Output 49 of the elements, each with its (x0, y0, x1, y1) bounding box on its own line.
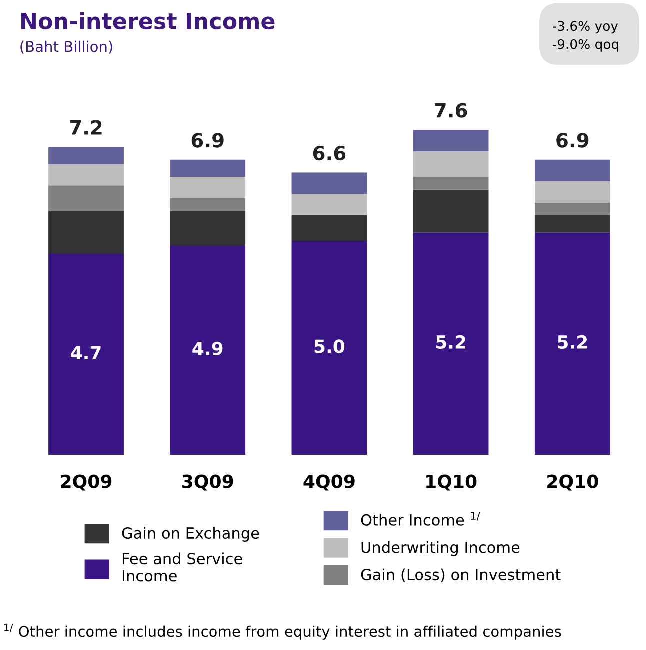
x-tick-label: 2Q10 (548, 474, 598, 491)
total-label: 7.6 (435, 103, 468, 118)
total-label: 6.6 (313, 146, 346, 161)
data-label: 4.9 (192, 342, 223, 356)
legend-label: Fee and Service Income (122, 552, 242, 582)
data-label: 5.2 (558, 335, 588, 350)
bar (48, 186, 124, 212)
bar (292, 216, 368, 242)
bar (534, 202, 610, 216)
bar (534, 232, 610, 455)
bar (413, 151, 489, 178)
total-label: 6.9 (556, 133, 589, 148)
legend-label: Underwriting Income (362, 541, 520, 556)
data-label: 4.7 (71, 346, 101, 360)
total-label: 6.9 (192, 133, 224, 148)
bar (413, 232, 489, 455)
bar (292, 241, 368, 455)
bar (292, 172, 368, 194)
text: -3.6% yoy (552, 21, 618, 34)
legend-label: Gain on Exchange (122, 527, 260, 542)
x-tick-label: 1Q10 (426, 474, 477, 491)
data-label: 5.0 (314, 340, 345, 354)
legend-label: Other Income $^{1/}$ (361, 512, 480, 526)
bar (170, 211, 246, 246)
bar (534, 216, 610, 233)
bar (413, 190, 489, 233)
x-tick-label: 3Q09 (182, 474, 234, 491)
bar (48, 211, 124, 254)
bar (48, 254, 124, 455)
total-label: 7.2 (70, 120, 102, 135)
bar (413, 177, 489, 190)
bar (534, 160, 610, 182)
bar (413, 130, 489, 152)
bar (170, 160, 246, 178)
legend-label: Gain (Loss) on Investment (361, 568, 561, 582)
chart-subtitle: (Baht Billion) (20, 40, 112, 54)
bar (534, 181, 610, 203)
bar (170, 177, 246, 198)
x-tick-label: 2Q09 (61, 474, 112, 491)
text: $^{1/}$ Other income includes income from equity interest in affiliated companies (4, 624, 562, 640)
bar (170, 198, 246, 212)
bar (170, 245, 246, 455)
x-tick-label: 4Q09 (304, 474, 355, 491)
bar (48, 147, 124, 164)
data-label: 5.2 (436, 335, 466, 350)
chart-title: Non-interest Income (21, 12, 275, 30)
bar (48, 164, 124, 186)
text: -9.0% qoq (552, 39, 618, 52)
bar (292, 194, 368, 216)
